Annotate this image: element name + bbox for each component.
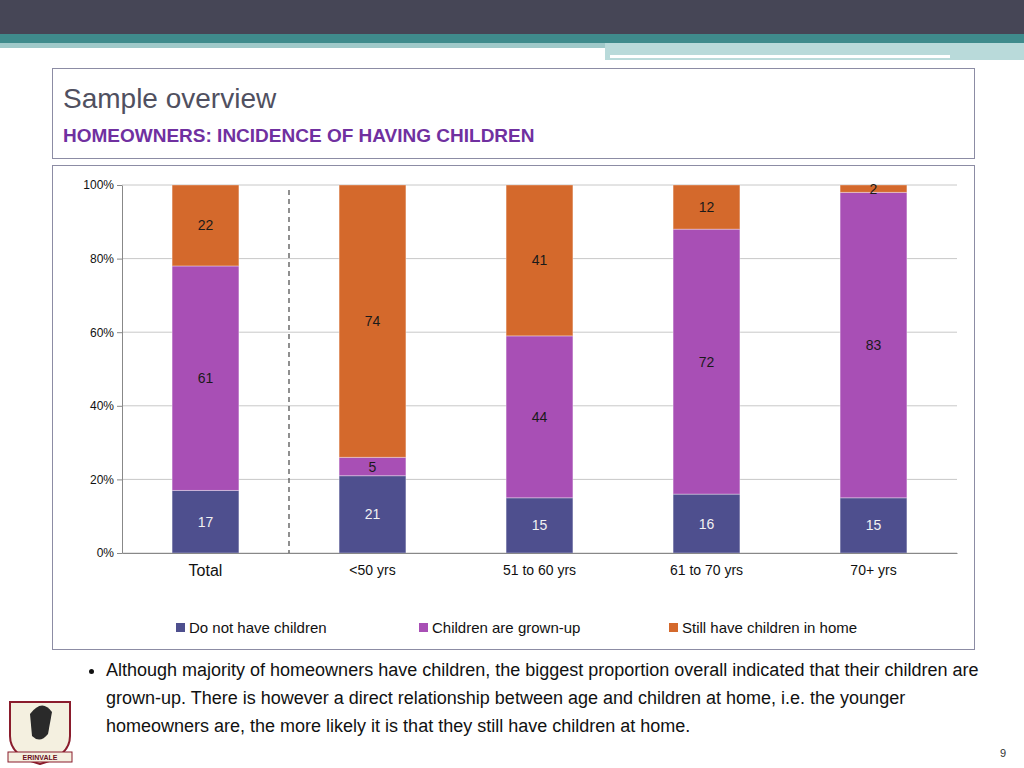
legend-label: Do not have children: [189, 619, 327, 636]
bar-segment: [506, 336, 573, 498]
bar-segment: [172, 266, 239, 490]
data-label: 5: [369, 459, 377, 475]
y-tick: 0%: [97, 546, 122, 560]
legend-item: Still have children in home: [669, 619, 857, 636]
logo-bird: [30, 705, 52, 739]
x-tick: 61 to 70 yrs: [670, 562, 743, 578]
subtitle: HOMEOWNERS: INCIDENCE OF HAVING CHILDREN: [63, 125, 534, 146]
data-label: 16: [699, 516, 715, 532]
light-band-2: [605, 43, 1024, 60]
y-tick: 100%: [83, 178, 122, 192]
bar-segment: [172, 185, 239, 266]
grid: [122, 185, 957, 553]
x-tick-label: 70+ yrs: [850, 562, 896, 578]
x-axis: Total <50 yrs 51 to 60 yrs 61 to 70 yrs 70+ …: [123, 554, 958, 580]
y-axis: 0% 20% 40% 60% 80% 100%: [83, 178, 122, 560]
y-tick: 80%: [90, 252, 122, 266]
data-label: 21: [365, 506, 381, 522]
bar-segment: [506, 185, 573, 336]
slide: Sample overview HOMEOWNERS: INCIDENCE OF …: [0, 0, 1024, 768]
y-tick-label: 20%: [90, 473, 114, 487]
chart-svg: Sample overview HOMEOWNERS: INCIDENCE OF …: [0, 0, 1024, 768]
data-label: 22: [198, 217, 214, 233]
y-tick-label: 40%: [90, 399, 114, 413]
data-label: 74: [365, 313, 381, 329]
x-tick-label: 51 to 60 yrs: [503, 562, 576, 578]
y-tick: 60%: [90, 326, 122, 340]
y-tick: 40%: [90, 399, 122, 413]
legend-item: Do not have children: [176, 619, 327, 636]
y-tick-mark: [117, 406, 122, 407]
bar-segment: [506, 498, 573, 553]
bar-segment: [673, 229, 740, 494]
bar-segment: [840, 192, 907, 497]
separator: [288, 190, 289, 553]
logo-text: ERINVALE: [23, 754, 58, 761]
note: Although majority of homeowners have chi…: [106, 656, 996, 740]
title: Sample overview: [63, 83, 277, 114]
data-label: 72: [699, 354, 715, 370]
bar-segment: [339, 457, 406, 475]
bar-segment: [673, 494, 740, 553]
bars: [172, 185, 907, 553]
data-label: 83: [866, 337, 882, 353]
data-labels: 17 21 15 16 15 61 5 44 72 83 22 74 41 12 2: [198, 181, 882, 534]
header-box: [53, 69, 975, 159]
legend-item: Children are grown-up: [419, 619, 580, 636]
x-tick: Total: [189, 562, 223, 579]
data-label: 44: [532, 409, 548, 425]
y-tick-mark: [117, 185, 122, 186]
y-tick-label: 80%: [90, 252, 114, 266]
x-tick: 70+ yrs: [850, 562, 896, 578]
y-tick-label: 60%: [90, 326, 114, 340]
y-tick-label: 100%: [83, 178, 114, 192]
y-tick-mark: [117, 479, 122, 480]
data-label: 15: [532, 517, 548, 533]
data-label: 41: [532, 252, 548, 268]
x-axis-line: [123, 553, 958, 554]
y-tick-mark: [117, 553, 122, 554]
y-tick-mark: [117, 332, 122, 333]
light-band: [0, 43, 605, 48]
data-label: 15: [866, 517, 882, 533]
data-label: 12: [699, 199, 715, 215]
legend-swatch: [669, 623, 678, 632]
legend-swatch: [176, 623, 185, 632]
legend-label: Still have children in home: [682, 619, 857, 636]
y-tick: 20%: [90, 473, 122, 487]
x-tick-label: Total: [189, 562, 223, 579]
bar-segment: [840, 498, 907, 553]
y-axis-line: [122, 186, 123, 554]
top-band: [0, 0, 1024, 34]
legend: Do not have children Children are grown-u…: [176, 619, 857, 636]
logo-banner: [8, 752, 72, 762]
legend-label: Children are grown-up: [432, 619, 580, 636]
x-tick: <50 yrs: [349, 562, 395, 578]
teal-band: [0, 34, 1024, 43]
logo: ERINVALE: [8, 702, 72, 764]
bar-segment: [673, 185, 740, 229]
x-tick-label: 61 to 70 yrs: [670, 562, 743, 578]
y-tick-mark: [117, 259, 122, 260]
data-label: 2: [870, 181, 878, 197]
y-tick-label: 0%: [97, 546, 115, 560]
chart-box: [53, 166, 975, 650]
page-number: 9: [1000, 747, 1006, 759]
bar-segment: [339, 476, 406, 553]
bar-segment: [339, 185, 406, 457]
notes: Although majority of homeowners have chi…: [86, 656, 996, 740]
decoration: [0, 0, 1024, 60]
bar-segment: [172, 490, 239, 553]
data-label: 17: [198, 514, 214, 530]
x-tick: 51 to 60 yrs: [503, 562, 576, 578]
white-strip: [610, 55, 950, 58]
data-label: 61: [198, 370, 214, 386]
x-tick-label: <50 yrs: [349, 562, 395, 578]
legend-swatch: [419, 623, 428, 632]
